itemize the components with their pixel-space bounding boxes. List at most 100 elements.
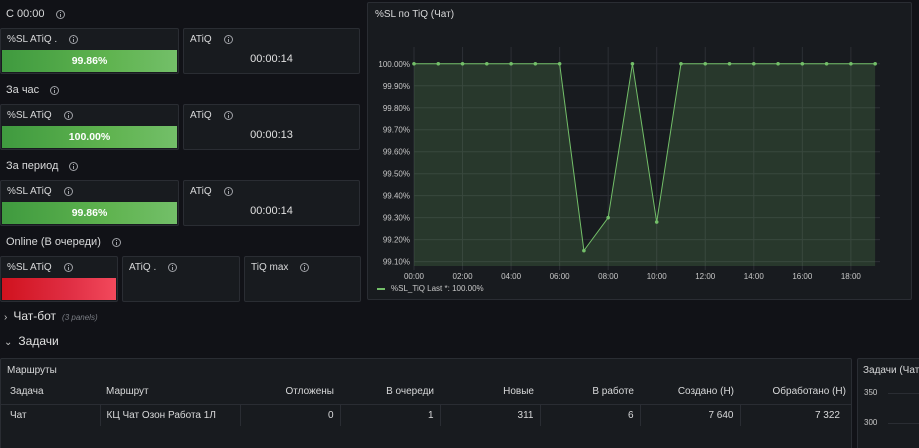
stat-panel-sl-atiq: %SL ATiQ . 99.86% [0, 28, 179, 74]
table-cell: 6 [539, 403, 640, 426]
info-icon[interactable] [223, 187, 233, 196]
series-area [414, 63, 876, 266]
panel-header: %SL ATiQ [7, 110, 73, 121]
series-point [485, 61, 489, 66]
panel-header: ATiQ . [129, 262, 178, 273]
info-icon[interactable] [223, 111, 233, 120]
series-point [703, 61, 708, 66]
panel-header: %SL ATiQ . [7, 34, 79, 45]
routes-panel: Маршруты [0, 358, 852, 448]
info-icon[interactable] [63, 111, 73, 120]
y-tick-label: 99.80% [383, 104, 410, 113]
panel-title: %SL ATiQ . [7, 34, 58, 45]
section-title-text: Online (В очереди) [6, 236, 101, 248]
y-tick-label: 99.70% [383, 126, 410, 135]
stat-value-bar: 100.00% [2, 126, 177, 148]
tasks-chart-panel: Задачи (Чат 350 300 [857, 358, 919, 448]
panel-header: ATiQ [190, 34, 233, 45]
column-header[interactable]: Отложены [285, 386, 335, 398]
table-cell: 1 [339, 403, 440, 426]
column-header[interactable]: Маршрут [106, 386, 149, 398]
info-icon[interactable] [63, 263, 73, 272]
series-point [460, 61, 465, 66]
column-header[interactable]: Задача [10, 386, 44, 398]
row-tasks[interactable]: ⌄ Задачи [4, 334, 59, 348]
info-icon[interactable] [111, 237, 121, 247]
panel-header: %SL ATiQ [7, 262, 73, 273]
column-header[interactable]: В работе [592, 386, 634, 398]
series-point [849, 61, 853, 66]
section-title-since-midnight: С 00:00 [6, 8, 65, 20]
series-point [557, 61, 562, 66]
chart-canvas[interactable]: 100.00% 99.90% 99.80% 99.70% 99.60% 99.50% 99.… [368, 3, 913, 301]
x-tick-label: 12:00 [695, 272, 716, 281]
series-point [606, 215, 610, 220]
panel-title: ATiQ [190, 186, 212, 197]
x-tick-label: 02:00 [453, 272, 474, 281]
table-cell: 7 322 [739, 403, 852, 426]
panel-title: %SL ATiQ [7, 186, 52, 197]
panel-title: ATiQ [190, 110, 212, 121]
series-point [727, 61, 732, 66]
info-icon[interactable] [69, 161, 79, 171]
stat-value-bar: 99.86% [2, 50, 177, 72]
x-tick-label: 10:00 [647, 272, 668, 281]
y-tick-label: 99.10% [383, 258, 410, 267]
stat-value-bar [2, 278, 116, 300]
section-title-text: За час [6, 84, 40, 96]
panel-header: TiQ max [251, 262, 310, 273]
table-cell: 7 640 [639, 403, 740, 426]
stat-value: 00:00:14 [250, 205, 293, 217]
routes-table: Задача Маршрут Отложены В очереди Новые … [0, 380, 852, 426]
info-icon[interactable] [300, 263, 310, 272]
row-title: Чат-бот [13, 309, 57, 323]
section-title-period: За период [6, 160, 79, 172]
column-header[interactable]: В очереди [386, 386, 434, 398]
y-tick-label: 99.30% [383, 214, 410, 223]
section-title-last-hour: За час [6, 84, 60, 96]
y-tick-label: 99.50% [383, 170, 410, 179]
section-title-text: С 00:00 [6, 8, 45, 20]
table-cell: 311 [439, 403, 540, 426]
series-point [630, 61, 635, 66]
series-point [800, 61, 805, 66]
table-row: Чат КЦ Чат Озон Работа 1Л 0 1 311 6 7 64… [0, 403, 852, 426]
x-tick-label: 18:00 [841, 272, 862, 281]
info-icon[interactable] [50, 85, 60, 95]
info-icon[interactable] [63, 187, 73, 196]
info-icon[interactable] [223, 35, 233, 44]
x-tick-label: 16:00 [792, 272, 813, 281]
stat-value: 00:00:14 [250, 53, 293, 65]
series-point [679, 61, 683, 66]
panel-title: ATiQ . [129, 262, 157, 273]
column-header[interactable]: Новые [503, 386, 534, 398]
column-header[interactable]: Создано (Н) [677, 386, 734, 398]
column-header[interactable]: Обработано (Н) [772, 386, 846, 398]
table-cell: 0 [239, 403, 340, 426]
y-tick-label: 99.90% [383, 82, 410, 91]
table-header-row: Задача Маршрут Отложены В очереди Новые … [0, 380, 852, 404]
series-point [582, 248, 586, 253]
panel-title: Задачи (Чат [863, 365, 919, 376]
chevron-down-icon: ⌄ [4, 337, 13, 348]
panel-title: Маршруты [7, 365, 57, 376]
series-point [533, 61, 538, 66]
stat-panel-atiq-online: ATiQ . [122, 256, 240, 302]
table-cell: Чат [0, 403, 100, 426]
panel-title: %SL ATiQ [7, 262, 52, 273]
chart-title: %SL по TiQ (Чат) [375, 9, 455, 20]
panel-title: ATiQ [190, 34, 212, 45]
y-tick-label: 99.60% [383, 148, 410, 157]
row-chatbot[interactable]: › Чат-бот (3 panels) [4, 309, 98, 323]
chart-legend[interactable]: %SL_TiQ Last *: 100.00% [377, 284, 484, 293]
info-icon[interactable] [55, 9, 65, 19]
stat-value-bar: 99.86% [2, 202, 177, 224]
info-icon[interactable] [69, 35, 79, 44]
panel-title: %SL ATiQ [7, 110, 52, 121]
info-icon[interactable] [168, 263, 178, 272]
section-title-text: За период [6, 160, 59, 172]
panel-header: ATiQ [190, 186, 233, 197]
series-point [824, 61, 829, 66]
series-point [412, 61, 416, 66]
series-point [509, 61, 513, 66]
